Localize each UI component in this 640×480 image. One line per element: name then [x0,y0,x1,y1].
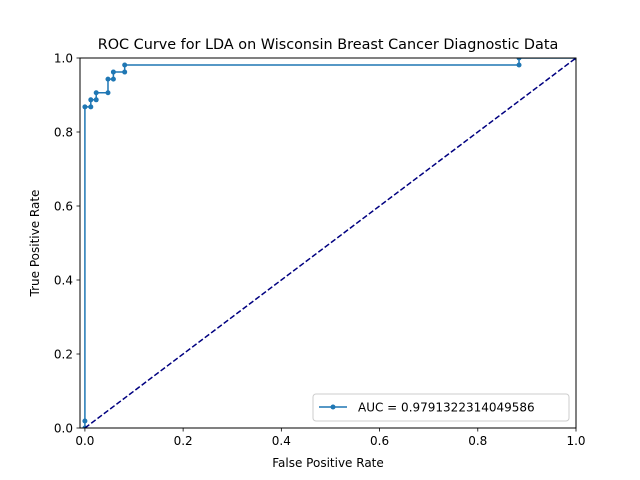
y-axis-label: True Positive Rate [28,190,42,298]
roc-point [110,76,116,82]
roc-point [516,62,522,68]
x-tick-label: 0.8 [468,434,487,448]
roc-point [110,69,116,75]
y-axis-ticks: 0.0 0.2 0.4 0.6 0.8 1.0 [54,51,80,435]
roc-point [93,97,99,103]
roc-point [105,90,111,96]
legend-box [312,393,570,422]
y-tick-label: 0.0 [54,421,73,435]
roc-curve-line [84,58,576,428]
x-tick-label: 0.4 [272,434,291,448]
legend-entry-auc: AUC = 0.9791322314049586 [358,401,535,415]
roc-point [122,62,128,68]
y-tick-label: 0.2 [54,347,73,361]
roc-point [122,69,128,75]
y-tick-label: 0.6 [54,199,73,213]
roc-point [516,58,522,61]
plot-area [79,57,577,429]
series-layer [82,58,576,428]
y-tick-label: 0.8 [54,125,73,139]
plot-frame [79,57,577,429]
roc-point [88,104,94,110]
roc-point [88,97,94,103]
x-tick-label: 1.0 [566,434,585,448]
x-tick-label: 0.6 [370,434,389,448]
roc-point [93,90,99,96]
x-axis-ticks: 0.0 0.2 0.4 0.6 0.8 1.0 [75,428,586,448]
plot-background [80,58,576,428]
y-tick-label: 0.4 [54,273,73,287]
legend: AUC = 0.9791322314049586 [312,393,570,422]
roc-point [105,76,111,82]
chart-title: ROC Curve for LDA on Wisconsin Breast Ca… [98,37,559,53]
roc-point [82,104,88,110]
x-axis-label: False Positive Rate [272,456,384,470]
roc-point [82,418,88,424]
x-tick-label: 0.2 [174,434,193,448]
legend-series-marker [330,404,336,410]
x-tick-label: 0.0 [75,434,94,448]
y-tick-label: 1.0 [54,51,73,65]
